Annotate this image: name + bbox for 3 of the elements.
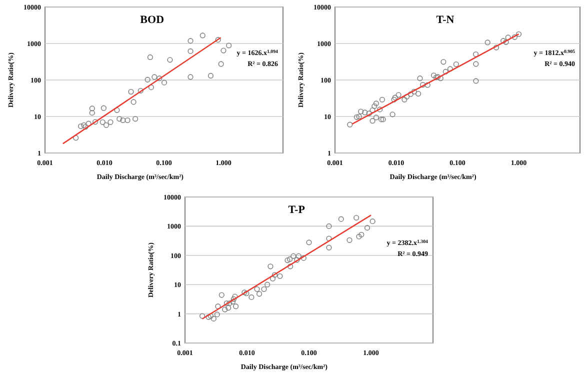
text: BOD: [140, 14, 164, 26]
text: T-P: [288, 204, 306, 216]
text: T-N: [436, 14, 454, 26]
